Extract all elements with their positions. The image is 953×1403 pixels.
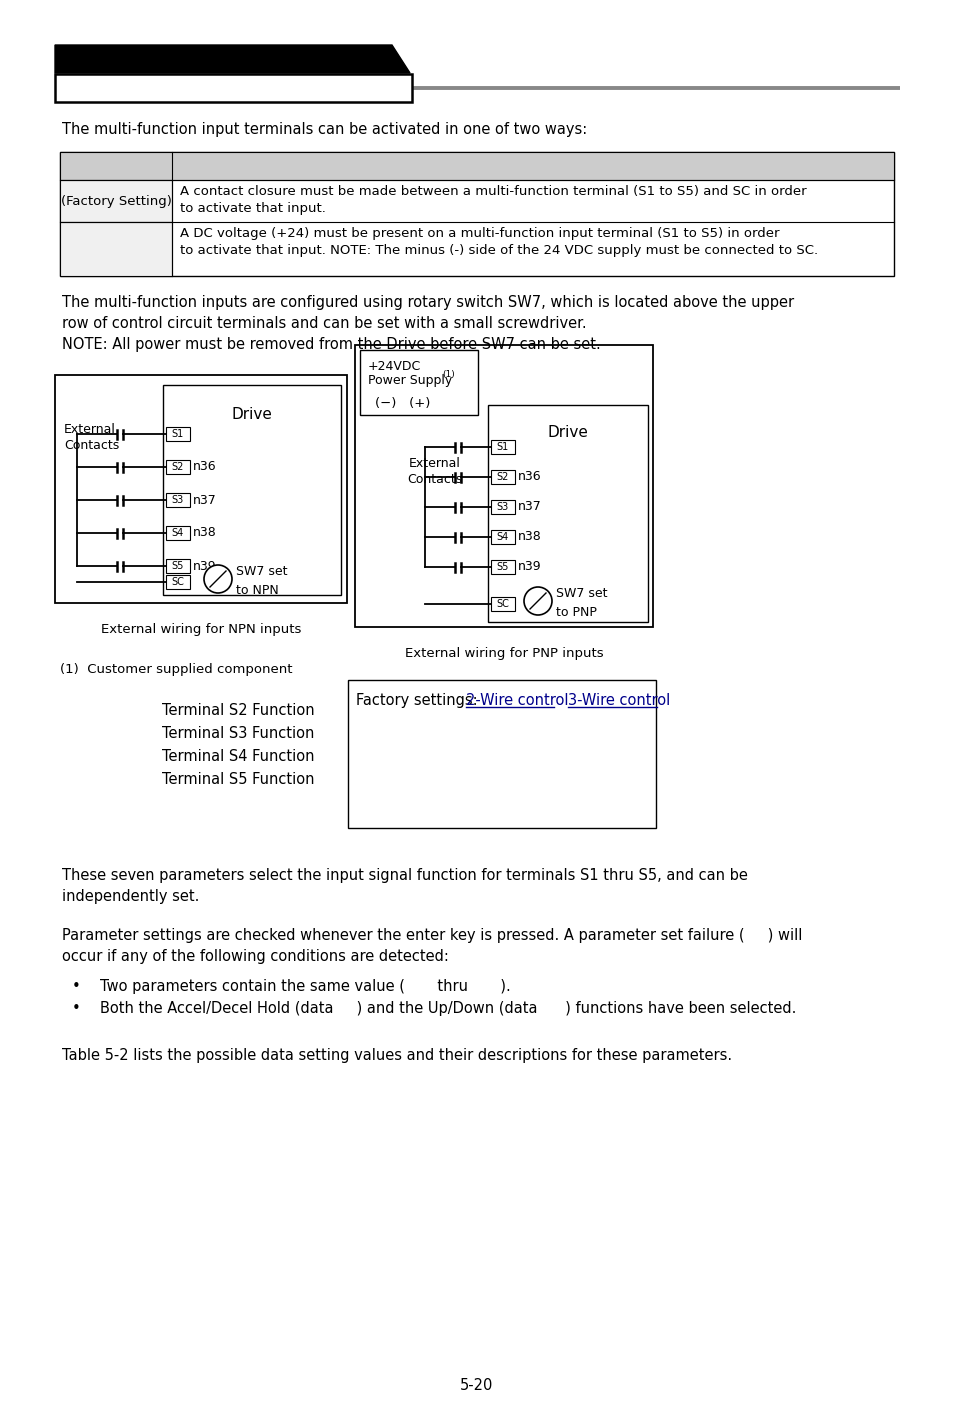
Text: 5-20: 5-20 (460, 1378, 493, 1393)
Bar (488, 405, 647, 622)
Bar (166, 492, 190, 506)
Bar (166, 427, 190, 441)
Text: 3-Wire control: 3-Wire control (567, 693, 670, 709)
Text: External wiring for PNP inputs: External wiring for PNP inputs (404, 647, 602, 659)
Text: External wiring for NPN inputs: External wiring for NPN inputs (101, 623, 301, 636)
Text: •: • (71, 1000, 81, 1016)
Text: S2: S2 (172, 462, 184, 471)
Text: S2: S2 (497, 471, 509, 483)
Text: Two parameters contain the same value (       thru       ).: Two parameters contain the same value ( … (100, 979, 510, 993)
Bar (355, 345, 652, 627)
Bar (491, 530, 515, 544)
Text: Drive: Drive (547, 425, 588, 441)
Text: n36: n36 (193, 460, 216, 473)
Text: Drive: Drive (232, 407, 273, 422)
Text: SW7 set: SW7 set (556, 586, 607, 600)
Text: to NPN: to NPN (235, 584, 278, 598)
Text: +24VDC: +24VDC (368, 361, 421, 373)
Text: The multi-function inputs are configured using rotary switch SW7, which is locat: The multi-function inputs are configured… (62, 295, 793, 310)
Text: S5: S5 (172, 561, 184, 571)
Text: S1: S1 (172, 429, 184, 439)
Text: S3: S3 (172, 495, 184, 505)
Text: 2-Wire control: 2-Wire control (465, 693, 568, 709)
Text: to PNP: to PNP (556, 606, 597, 619)
Bar (60, 180, 172, 222)
Bar (60, 152, 893, 276)
Text: SC: SC (497, 599, 509, 609)
Bar (348, 680, 656, 828)
Bar (491, 560, 515, 574)
Text: A contact closure must be made between a multi-function terminal (S1 to S5) and : A contact closure must be made between a… (180, 185, 806, 215)
Circle shape (523, 586, 552, 615)
Bar (55, 74, 412, 102)
Text: n38: n38 (517, 530, 541, 543)
Bar (491, 598, 515, 610)
Text: Parameter settings are checked whenever the enter key is pressed. A parameter se: Parameter settings are checked whenever … (62, 927, 801, 943)
Text: row of control circuit terminals and can be set with a small screwdriver.: row of control circuit terminals and can… (62, 316, 586, 331)
Text: S1: S1 (497, 442, 509, 452)
Text: S4: S4 (497, 532, 509, 542)
Bar (491, 441, 515, 455)
Text: Terminal S5 Function: Terminal S5 Function (162, 772, 314, 787)
Text: SC: SC (172, 577, 184, 586)
Text: Power Supply: Power Supply (368, 375, 452, 387)
Bar (163, 384, 340, 595)
Text: occur if any of the following conditions are detected:: occur if any of the following conditions… (62, 948, 449, 964)
Text: (−)   (+): (−) (+) (375, 397, 430, 410)
Bar (166, 558, 190, 572)
Text: n37: n37 (517, 501, 541, 513)
Bar (491, 499, 515, 513)
Text: n36: n36 (517, 470, 541, 484)
Text: External
Contacts: External Contacts (64, 422, 119, 452)
Bar (166, 526, 190, 540)
Bar (491, 470, 515, 484)
Text: S4: S4 (172, 528, 184, 537)
Text: S5: S5 (497, 563, 509, 572)
Text: (1): (1) (441, 370, 455, 379)
Circle shape (204, 565, 232, 593)
Text: NOTE: All power must be removed from the Drive before SW7 can be set.: NOTE: All power must be removed from the… (62, 337, 600, 352)
Text: S3: S3 (497, 502, 509, 512)
Text: These seven parameters select the input signal function for terminals S1 thru S5: These seven parameters select the input … (62, 868, 747, 882)
Text: External
Contacts: External Contacts (407, 457, 462, 485)
Text: independently set.: independently set. (62, 890, 199, 904)
Text: SW7 set: SW7 set (235, 565, 287, 578)
Polygon shape (55, 45, 410, 73)
Text: n37: n37 (193, 494, 216, 506)
Text: A DC voltage (+24) must be present on a multi-function input terminal (S1 to S5): A DC voltage (+24) must be present on a … (180, 227, 818, 257)
Bar (166, 460, 190, 474)
Text: n39: n39 (193, 560, 216, 572)
Text: (1)  Customer supplied component: (1) Customer supplied component (60, 664, 293, 676)
Text: Factory settings:: Factory settings: (355, 693, 477, 709)
Text: n39: n39 (517, 561, 541, 574)
Text: The multi-function input terminals can be activated in one of two ways:: The multi-function input terminals can b… (62, 122, 587, 137)
Text: Terminal S2 Function: Terminal S2 Function (162, 703, 314, 718)
Bar (55, 375, 347, 603)
Text: •: • (71, 979, 81, 993)
Bar (60, 152, 893, 180)
Text: (Factory Setting): (Factory Setting) (60, 195, 172, 208)
Bar (166, 575, 190, 589)
Text: n38: n38 (193, 526, 216, 540)
Text: Terminal S3 Function: Terminal S3 Function (162, 725, 314, 741)
Bar (60, 222, 172, 276)
Text: Both the Accel/Decel Hold (data     ) and the Up/Down (data      ) functions hav: Both the Accel/Decel Hold (data ) and th… (100, 1000, 796, 1016)
Text: Table 5-2 lists the possible data setting values and their descriptions for thes: Table 5-2 lists the possible data settin… (62, 1048, 731, 1063)
Bar (359, 349, 477, 415)
Text: Terminal S4 Function: Terminal S4 Function (162, 749, 314, 765)
